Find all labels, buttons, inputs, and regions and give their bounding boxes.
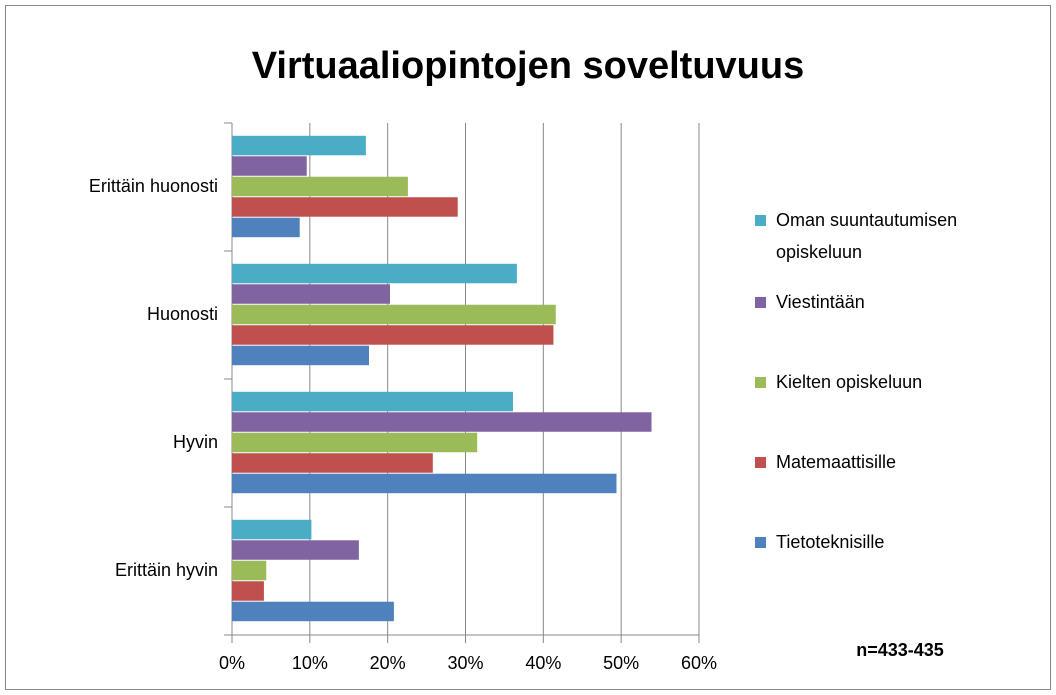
- bar: [232, 391, 513, 412]
- bar: [232, 560, 267, 581]
- legend-label: Kielten opiskeluun: [776, 372, 923, 392]
- x-tick-label: 60%: [681, 653, 717, 673]
- y-tick-label: Huonosti: [147, 304, 218, 324]
- legend-entry: Matemaattisille: [755, 446, 1015, 478]
- x-tick-label: 10%: [292, 653, 328, 673]
- bar: [232, 540, 359, 560]
- legend-swatch: [755, 457, 766, 468]
- bar: [232, 135, 366, 156]
- bar: [232, 345, 369, 366]
- chart-border: [5, 5, 1051, 690]
- bar: [232, 412, 652, 432]
- bar: [232, 432, 478, 453]
- legend-label: Matemaattisille: [776, 452, 897, 472]
- bar: [232, 263, 517, 284]
- legend-entry: Viestintään: [755, 286, 1015, 318]
- y-tick-label: Hyvin: [173, 432, 218, 452]
- bar: [232, 601, 394, 622]
- bar: [232, 156, 307, 176]
- bar: [232, 284, 391, 304]
- x-tick-label: 20%: [370, 653, 406, 673]
- legend-swatch: [755, 377, 766, 388]
- legend-swatch: [755, 215, 766, 226]
- legend-label: Viestintään: [776, 292, 865, 312]
- bar: [232, 197, 458, 217]
- legend-label: Tietoteknisille: [776, 532, 885, 552]
- bar: [232, 217, 300, 238]
- bar: [232, 325, 554, 345]
- bar: [232, 453, 433, 473]
- y-tick-label: Erittäin hyvin: [115, 560, 218, 580]
- legend-entry: Tietoteknisille: [755, 526, 1015, 558]
- annotation: n=433-435: [856, 640, 944, 660]
- legend-label: Oman suuntautumisen opiskeluun: [776, 210, 958, 262]
- legend-entry: Kielten opiskeluun: [755, 366, 1015, 398]
- bar: [232, 304, 556, 325]
- legend-entry: Oman suuntautumisen opiskeluun: [755, 204, 1015, 268]
- legend-swatch: [755, 537, 766, 548]
- y-tick-label: Erittäin huonosti: [89, 176, 218, 196]
- bar: [232, 473, 617, 494]
- x-tick-label: 30%: [447, 653, 483, 673]
- legend-swatch: [755, 297, 766, 308]
- bar: [232, 176, 408, 197]
- x-tick-label: 0%: [219, 653, 245, 673]
- x-tick-label: 50%: [603, 653, 639, 673]
- bar: [232, 519, 312, 540]
- bar: [232, 581, 264, 601]
- x-tick-label: 40%: [525, 653, 561, 673]
- chart-title: Virtuaaliopintojen soveltuvuus: [252, 45, 805, 87]
